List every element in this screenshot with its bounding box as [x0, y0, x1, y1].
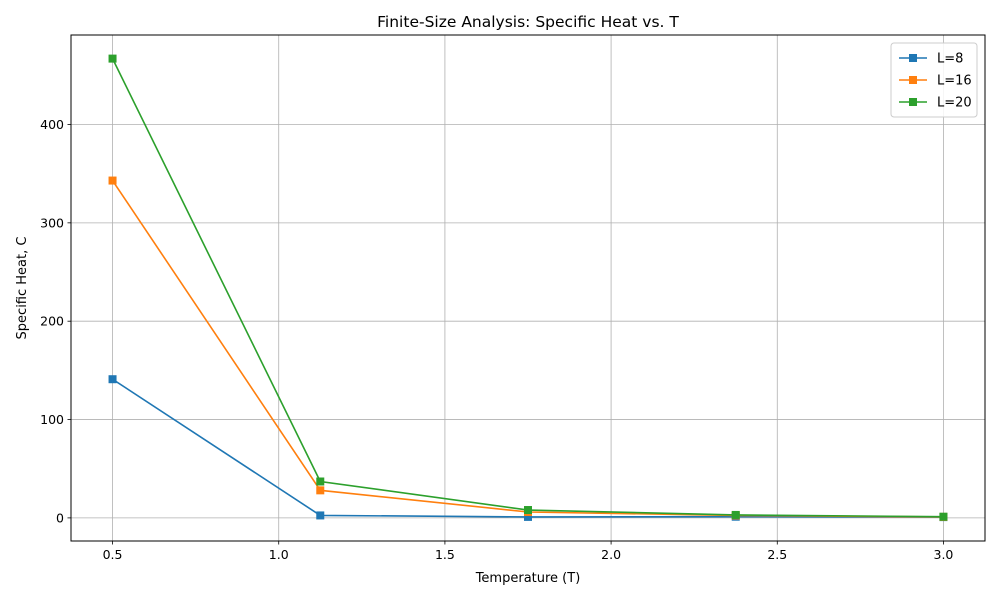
x-tick-label: 2.0 — [601, 547, 621, 562]
legend-marker — [909, 76, 917, 84]
x-tick-label: 0.5 — [103, 547, 123, 562]
series-line — [112, 378, 944, 518]
series-l-8 — [108, 375, 948, 522]
data-point-marker — [939, 512, 948, 521]
chart-title: Finite-Size Analysis: Specific Heat vs. … — [377, 13, 679, 31]
legend-label: L=8 — [937, 52, 963, 67]
x-tick-label: 1.5 — [435, 547, 455, 562]
data-point-marker — [108, 375, 117, 384]
x-axis-label: Temperature (T) — [475, 571, 581, 586]
legend-label: L=16 — [937, 74, 972, 89]
data-point-marker — [731, 510, 740, 519]
legend-marker — [909, 98, 917, 106]
y-tick-label: 100 — [40, 412, 64, 427]
legend-entry: L=20 — [899, 96, 972, 111]
series-l-20 — [108, 54, 948, 521]
series-layer — [108, 54, 948, 522]
y-tick-label: 400 — [40, 117, 64, 132]
x-tick-label: 1.0 — [269, 547, 289, 562]
legend: L=8 L=16 L=20 — [890, 42, 978, 118]
y-tick-label: 300 — [40, 215, 64, 230]
data-point-marker — [316, 511, 325, 520]
series-line — [111, 180, 944, 518]
y-axis-label: Specific Heat, C — [15, 237, 30, 340]
legend-marker — [909, 54, 917, 62]
series-line — [111, 58, 944, 518]
y-tick-label: 0 — [56, 510, 64, 525]
series-l-16 — [108, 176, 948, 521]
grid-lines — [71, 35, 985, 541]
data-point-marker — [316, 486, 325, 495]
legend-entry: L=16 — [899, 74, 972, 89]
x-tick-label: 2.5 — [767, 547, 787, 562]
x-axis: 0.5 1.0 1.5 2.0 2.5 3.0 — [103, 541, 954, 562]
legend-entry: L=8 — [899, 52, 963, 67]
data-point-marker — [108, 54, 117, 63]
data-point-marker — [524, 512, 532, 521]
data-point-marker — [524, 506, 532, 515]
legend-label: L=20 — [937, 96, 972, 111]
y-axis: 0 100 200 300 400 — [40, 117, 71, 525]
data-point-marker — [108, 176, 117, 185]
data-point-marker — [316, 477, 325, 486]
plot-area — [70, 34, 986, 542]
x-tick-label: 3.0 — [934, 547, 954, 562]
y-tick-label: 200 — [40, 314, 64, 329]
